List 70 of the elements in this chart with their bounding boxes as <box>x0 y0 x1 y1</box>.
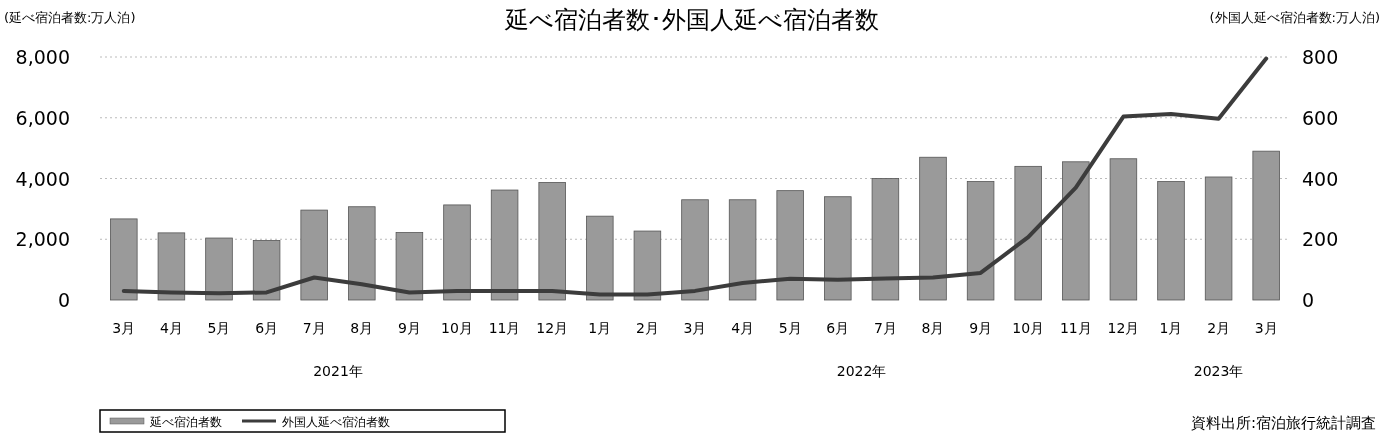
x-tick-label: 8月 <box>921 320 945 336</box>
bar <box>1062 161 1090 301</box>
text: 資料出所:宿泊旅行統計調査 <box>1190 414 1376 432</box>
x-tick-label: 10月 <box>1012 320 1045 336</box>
bar <box>1252 150 1280 301</box>
x-tick-label: 7月 <box>873 320 897 336</box>
legend-label: 延べ宿泊者数 <box>149 415 222 429</box>
x-tick-label: 6月 <box>255 320 279 336</box>
y-tick-label: 0 <box>57 289 70 311</box>
x-tick-label: 10月 <box>441 320 473 336</box>
bar <box>1109 158 1138 301</box>
bar <box>538 182 566 301</box>
y2-tick-label: 600 <box>1302 106 1339 129</box>
bar <box>1204 176 1233 301</box>
x-tick-label: 9月 <box>397 320 421 336</box>
bar <box>443 204 471 301</box>
y2-tick-label: 200 <box>1302 228 1339 251</box>
x-tick-label: 9月 <box>969 320 993 336</box>
bar <box>395 232 424 301</box>
x-tick-label: 3月 <box>1254 320 1278 336</box>
bar <box>1157 181 1185 301</box>
bar <box>157 232 186 301</box>
text: 2021年 <box>313 363 363 379</box>
y2-tick-label: 800 <box>1302 46 1339 68</box>
x-tick-label: 4月 <box>731 320 755 336</box>
y2-tick-label: 0 <box>1302 289 1315 311</box>
bar <box>633 230 662 301</box>
chart-title: 延べ宿泊者数･外国人延べ宿泊者数 <box>504 6 879 34</box>
x-tick-label: 11月 <box>1059 320 1092 336</box>
x-tick-label: 4月 <box>159 320 183 336</box>
bar <box>205 237 233 301</box>
x-tick-label: 2月 <box>635 320 659 336</box>
legend-label: 外国人延べ宿泊者数 <box>282 415 390 429</box>
y-tick-label: 8,000 <box>15 46 70 68</box>
x-tick-label: 1月 <box>588 320 612 336</box>
bar <box>871 178 900 301</box>
x-tick-label: 2月 <box>1207 320 1231 336</box>
y-tick-label: 2,000 <box>15 228 70 251</box>
x-tick-label: 6月 <box>826 320 850 336</box>
x-tick-label: 12月 <box>536 320 569 336</box>
y-axis-title: (延べ宿泊者数:万人泊) <box>4 10 136 25</box>
x-tick-label: 7月 <box>302 320 326 336</box>
line-series <box>121 56 1269 297</box>
x-tick-label: 3月 <box>683 320 707 336</box>
x-tick-label: 5月 <box>207 320 231 336</box>
bar <box>252 240 281 301</box>
y2-tick-label: 400 <box>1302 167 1339 190</box>
bar <box>681 199 709 301</box>
x-tick-label: 12月 <box>1107 320 1140 336</box>
bar <box>728 199 757 301</box>
bar <box>490 189 519 301</box>
bar <box>586 215 614 301</box>
x-tick-label: 11月 <box>488 320 521 336</box>
x-tick-label: 5月 <box>778 320 802 336</box>
bar <box>966 181 995 301</box>
text: 2022年 <box>836 363 887 379</box>
bar <box>776 190 804 301</box>
y-tick-label: 4,000 <box>15 167 70 190</box>
text: 2023年 <box>1193 363 1244 379</box>
bar <box>824 196 852 301</box>
y2-axis-title: (外国人延べ宿泊者数:万人泊) <box>1209 10 1380 25</box>
y-tick-label: 6,000 <box>15 106 70 129</box>
bar <box>348 206 376 301</box>
bar <box>919 156 947 301</box>
bar <box>1014 165 1042 301</box>
bar <box>300 209 328 301</box>
x-tick-label: 8月 <box>350 320 374 336</box>
x-tick-label: 1月 <box>1159 320 1183 336</box>
x-tick-label: 3月 <box>112 320 136 336</box>
bar <box>110 218 138 301</box>
